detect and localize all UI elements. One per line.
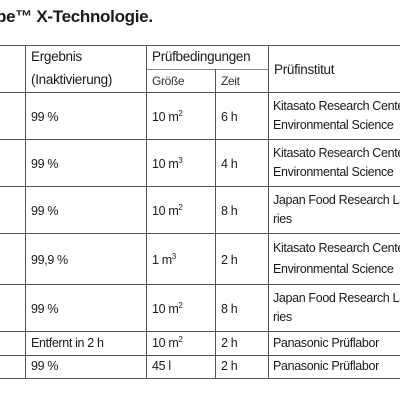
cell-institut-line1: Japan Food Research Labo	[273, 193, 400, 207]
column-divider	[215, 69, 216, 378]
header-zeit: Zeit	[221, 74, 240, 88]
cell-zeit: 6 h	[221, 110, 238, 124]
subheader-divider	[146, 69, 268, 70]
header-ergebnis: Ergebnis	[31, 49, 82, 64]
cell-ergebnis: 99 %	[31, 204, 59, 218]
cell-groesse: 10 m3	[152, 156, 183, 172]
cell-groesse: 45 l	[152, 359, 171, 373]
cell-institut-line1: Kitasato Research Center	[273, 99, 400, 113]
cell-ergebnis: 99 %	[31, 302, 59, 316]
cell-institut-line1: Panasonic Prüflabor	[273, 336, 379, 350]
column-divider	[25, 45, 26, 378]
table-top-border	[0, 45, 400, 46]
cell-zeit: 2 h	[221, 336, 238, 350]
table-bottom-border	[0, 378, 400, 379]
header-bottom-border	[0, 92, 400, 93]
page-title: be™ X-Technologie.	[0, 7, 153, 26]
cell-ergebnis: 99 %	[31, 359, 59, 373]
cell-groesse: 10 m2	[152, 109, 183, 125]
cell-zeit: 4 h	[221, 157, 238, 171]
row-divider	[0, 355, 400, 356]
row-divider	[0, 139, 400, 140]
cell-zeit: 8 h	[221, 302, 238, 316]
cell-institut-line2: Environmental Science	[273, 118, 394, 132]
row-divider	[0, 233, 400, 234]
column-divider	[268, 45, 269, 378]
cell-ergebnis: 99 %	[31, 157, 59, 171]
cell-groesse: 10 m2	[152, 203, 183, 219]
cell-institut-line2: ries	[273, 212, 292, 226]
cell-groesse: 10 m2	[152, 335, 183, 351]
cell-zeit: 8 h	[221, 204, 238, 218]
cell-ergebnis: 99,9 %	[31, 253, 68, 267]
header-ergebnis-sub: (Inaktivierung)	[31, 72, 113, 87]
cell-institut-line1: Panasonic Prüflabor	[273, 359, 379, 373]
cell-institut-line1: Kitasato Research Center	[273, 146, 400, 160]
cell-institut-line1: Kitasato Research Center	[273, 241, 400, 255]
header-groesse: Größe	[152, 74, 185, 88]
column-divider	[146, 45, 147, 378]
cell-groesse: 1 m3	[152, 252, 176, 268]
cell-institut-line2: Environmental Science	[273, 262, 394, 276]
header-pruefinstitut: Prüfinstitut	[274, 62, 335, 77]
cell-ergebnis: Entfernt in 2 h	[31, 336, 104, 350]
cell-institut-line1: Japan Food Research Labo	[273, 291, 400, 305]
cell-zeit: 2 h	[221, 359, 238, 373]
cell-institut-line2: Environmental Science	[273, 165, 394, 179]
header-pruefbedingungen: Prüfbedingungen	[152, 49, 251, 64]
row-divider	[0, 331, 400, 332]
row-divider	[0, 186, 400, 187]
cell-ergebnis: 99 %	[31, 110, 59, 124]
cell-zeit: 2 h	[221, 253, 238, 267]
cell-institut-line2: ries	[273, 310, 292, 324]
cell-groesse: 10 m2	[152, 301, 183, 317]
row-divider	[0, 284, 400, 285]
